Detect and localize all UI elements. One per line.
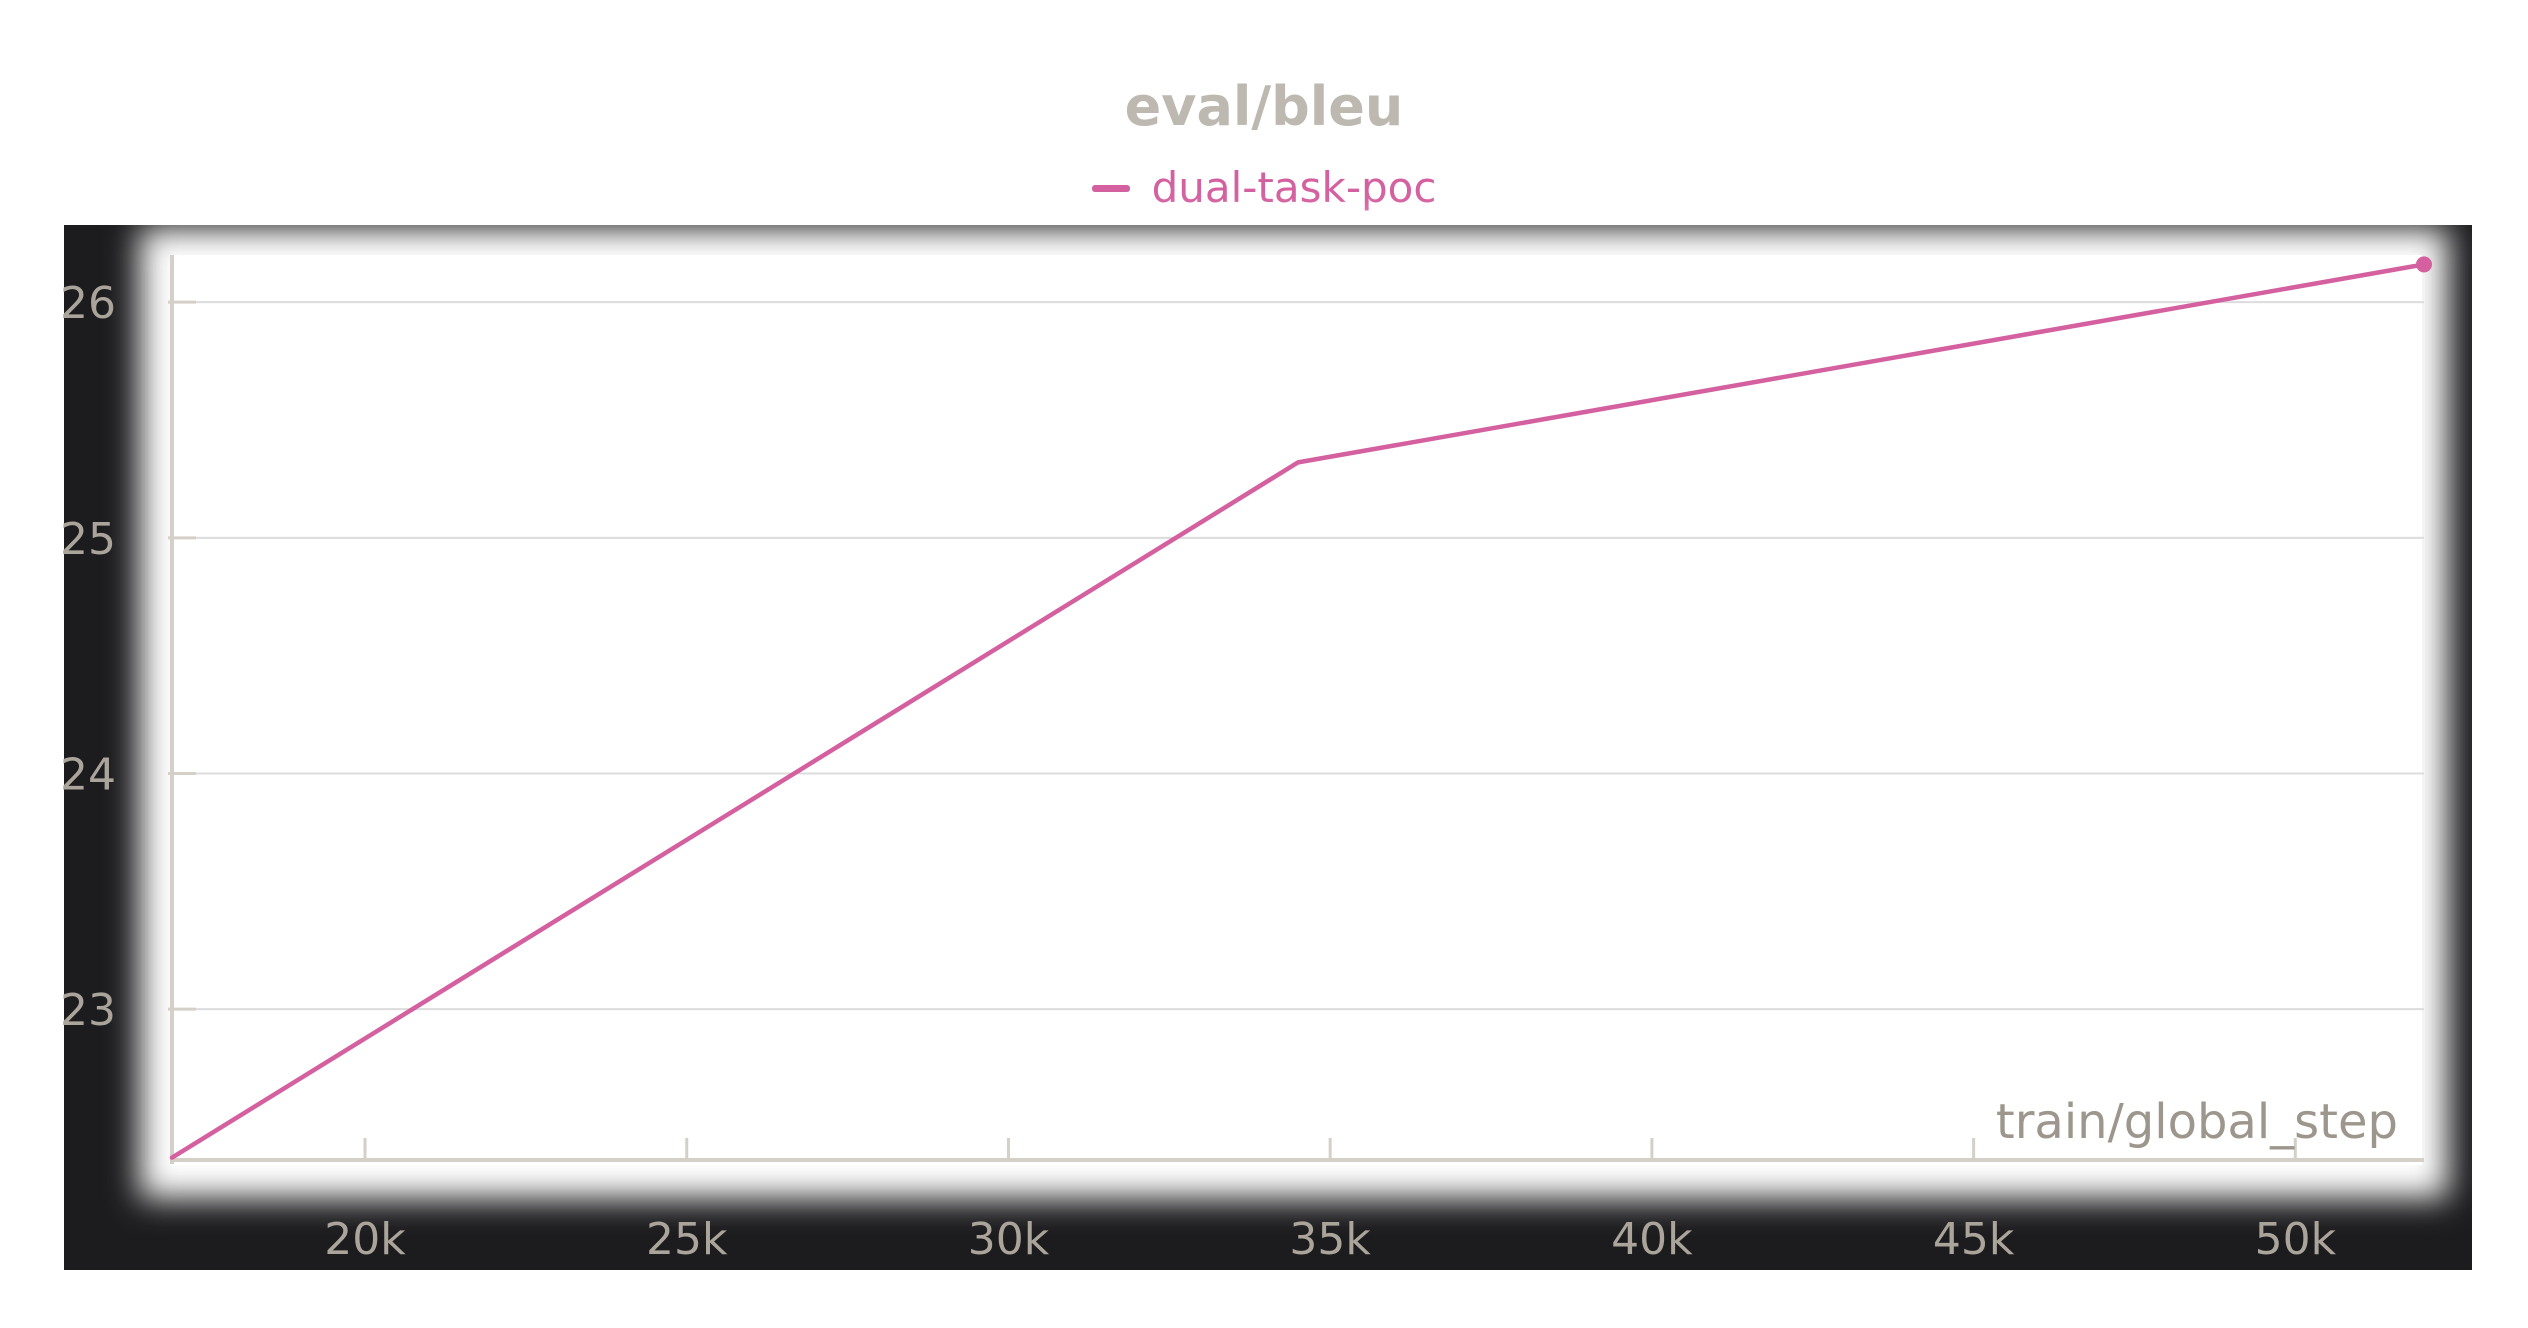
axis-layer bbox=[168, 255, 2424, 1164]
grid-layer bbox=[172, 301, 2424, 1011]
x-tick-label: 45k bbox=[1933, 1214, 2015, 1265]
y-tick-label: 24 bbox=[60, 749, 116, 800]
legend-swatch bbox=[1091, 184, 1130, 192]
y-tick-label: 26 bbox=[60, 278, 116, 329]
y-tick-label: 25 bbox=[60, 514, 116, 565]
legend[interactable]: dual-task-poc bbox=[0, 160, 2528, 216]
y-tick-label: 23 bbox=[60, 985, 116, 1036]
legend-label: dual-task-poc bbox=[1151, 163, 1437, 212]
series-endpoint bbox=[2416, 256, 2432, 273]
x-tick-label: 30k bbox=[968, 1214, 1050, 1265]
x-tick-label: 40k bbox=[1611, 1214, 1693, 1265]
x-tick-label: 50k bbox=[2255, 1214, 2337, 1265]
series-layer bbox=[169, 256, 2432, 1160]
x-tick-label: 20k bbox=[324, 1214, 406, 1265]
plot-area bbox=[170, 255, 2422, 1165]
label-layer: 23 24 25 26 20k 25k 30k 35k 40k 45k 50k bbox=[60, 278, 2337, 1265]
series-line bbox=[169, 262, 2427, 1160]
chart-title: eval/bleu bbox=[1124, 75, 1404, 138]
x-tick-label: 35k bbox=[1289, 1214, 1371, 1265]
x-tick-label: 25k bbox=[646, 1214, 728, 1265]
x-axis-title: train/global_step bbox=[1996, 1094, 2398, 1150]
